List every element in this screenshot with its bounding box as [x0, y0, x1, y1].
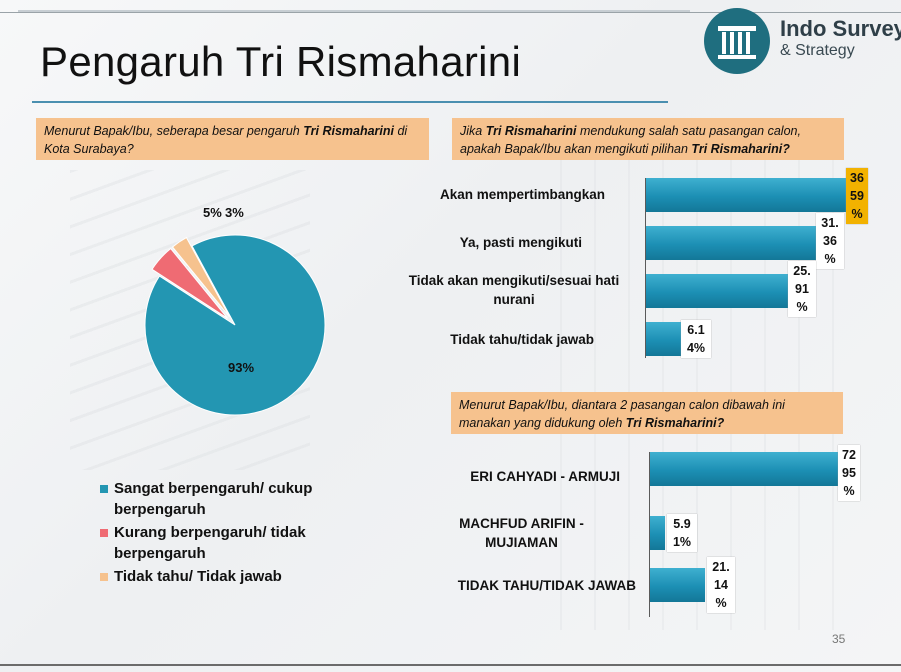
bar1-value-3-c: %	[796, 300, 808, 314]
bar2-value-3: 21. 14 %	[707, 557, 735, 613]
background-decoration-right	[560, 130, 840, 630]
pie-slice-second	[151, 247, 228, 319]
legend-label-1: Sangat berpengaruh/ cukup berpengaruh	[114, 480, 313, 518]
bar2-bar-2	[650, 516, 665, 550]
question-box-3: Menurut Bapak/Ibu, diantara 2 pasangan c…	[451, 392, 843, 434]
legend-swatch-2	[100, 529, 108, 537]
bar1-bar-3	[646, 274, 792, 308]
bar2-value-3-a: 21.	[712, 560, 730, 574]
bar1-value-2-b: 36	[823, 234, 837, 248]
question-2-bold-2: Tri Rismaharini?	[691, 142, 790, 156]
bar1-value-1: 36 59 %	[846, 168, 868, 224]
bar1-bar-2	[646, 226, 823, 260]
question-3-text: Menurut Bapak/Ibu, diantara 2 pasangan c…	[459, 398, 785, 430]
bar2-value-1-a: 72	[842, 448, 856, 462]
pie-label-second: 5%	[203, 205, 222, 220]
pie-label-third: 3%	[225, 205, 244, 220]
question-1-text: Menurut Bapak/Ibu, seberapa besar pengar…	[44, 124, 304, 138]
pie-chart	[144, 234, 326, 416]
question-1-bold: Tri Rismaharini	[303, 124, 394, 138]
bar2-bar-3	[650, 568, 705, 602]
legend-item-3: Tidak tahu/ Tidak jawab	[100, 566, 360, 587]
bar1-category-1: Akan mempertimbangkan	[439, 187, 605, 202]
pie-slice-main	[144, 234, 326, 416]
bar1-value-3-a: 25.	[793, 264, 811, 278]
bar2-category-3: TIDAK TAHU/TIDAK JAWAB	[457, 578, 636, 593]
bar2-value-2-a: 5.9	[673, 517, 691, 531]
bar1-value-2: 31. 36 %	[816, 213, 844, 269]
bar1-value-3: 25. 91 %	[788, 261, 816, 317]
top-divider	[18, 10, 690, 12]
bar1-value-4-a: 6.1	[687, 323, 705, 337]
bar2-value-3-b: 14	[714, 578, 728, 592]
bar2-bar-1	[650, 452, 840, 486]
bar2-value-3-c: %	[715, 596, 727, 610]
bar1-value-2-a: 31.	[821, 216, 839, 230]
legend-swatch-3	[100, 573, 108, 581]
logo: Indo Survey & Strategy	[704, 8, 901, 74]
logo-name: Indo Survey	[780, 16, 901, 41]
bottom-divider	[0, 664, 901, 666]
pie-label-main: 93%	[228, 360, 255, 375]
bar1-value-4: 6.1 4%	[681, 320, 711, 358]
bar1-bar-4	[646, 322, 681, 356]
legend-item-1: Sangat berpengaruh/ cukup berpengaruh	[100, 478, 360, 520]
question-2-mid: mendukung salah satu pasangan calon, apa…	[460, 124, 801, 156]
legend-item-2: Kurang berpengaruh/ tidak berpengaruh	[100, 522, 360, 564]
bar1-bar-1	[646, 178, 852, 212]
legend-swatch-1	[100, 485, 108, 493]
pie-slice-third	[171, 236, 230, 318]
bar1-value-3-b: 91	[795, 282, 809, 296]
bar2-value-1-b: 95	[842, 466, 856, 480]
logo-subtitle: & Strategy	[780, 42, 855, 59]
bar1-category-4: Tidak tahu/tidak jawab	[450, 332, 594, 347]
question-2-text: Jika	[460, 124, 486, 138]
logo-icon	[704, 8, 770, 74]
question-1-end: di Kota Surabaya?	[44, 124, 408, 156]
bar2-category-1: ERI CAHYADI - ARMUJI	[470, 469, 620, 484]
bar1-value-1-a: 36	[850, 171, 864, 185]
question-3-bold: Tri Rismaharini?	[625, 416, 725, 430]
bar1-value-1-b: 59	[850, 189, 864, 203]
title-underline	[32, 101, 668, 103]
question-box-1: Menurut Bapak/Ibu, seberapa besar pengar…	[36, 118, 429, 160]
bar1-category-2: Ya, pasti mengikuti	[459, 235, 582, 250]
question-2-bold-1: Tri Rismaharini	[485, 124, 577, 138]
bar2-value-2-b: 1%	[672, 535, 692, 549]
bar-chart-2-axis	[649, 452, 650, 617]
legend-label-3: Tidak tahu/ Tidak jawab	[114, 568, 282, 585]
bar2-category-2: MACHFUD ARIFIN - MUJIAMAN	[459, 516, 584, 550]
pie-legend: Sangat berpengaruh/ cukup berpengaruh Ku…	[100, 478, 360, 589]
bar1-value-4-b: 4%	[686, 341, 706, 355]
bar2-value-1: 72 95 %	[838, 445, 860, 501]
bar1-value-1-c: %	[851, 207, 863, 221]
page-title: Pengaruh Tri Rismaharini	[40, 38, 522, 85]
question-box-2: Jika Tri Rismaharini mendukung salah sat…	[452, 118, 844, 160]
bar1-category-3: Tidak akan mengikuti/sesuai hati nurani	[408, 273, 620, 307]
page-number: 35	[832, 632, 846, 646]
top-frame	[0, 0, 901, 13]
bar2-value-1-c: %	[843, 484, 855, 498]
bar2-value-2: 5.9 1%	[667, 514, 697, 552]
bar-chart-1-axis	[645, 178, 646, 358]
legend-label-2: Kurang berpengaruh/ tidak berpengaruh	[114, 524, 306, 562]
bar1-value-2-c: %	[824, 252, 836, 266]
